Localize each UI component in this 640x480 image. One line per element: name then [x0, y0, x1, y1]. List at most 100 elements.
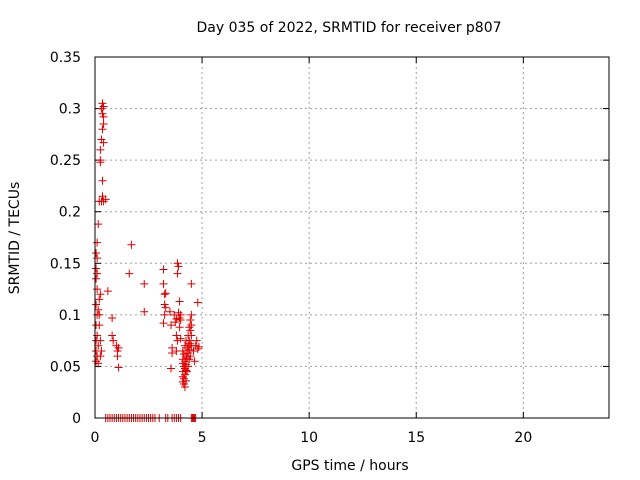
data-point	[174, 308, 183, 317]
data-point	[95, 321, 104, 330]
data-point	[176, 334, 185, 343]
data-point	[183, 343, 192, 352]
data-point	[101, 195, 110, 204]
data-point	[189, 346, 198, 355]
data-point	[92, 357, 101, 366]
y-tick-label: 0.15	[50, 256, 81, 272]
data-point	[174, 262, 183, 271]
data-point	[93, 269, 102, 278]
data-point	[165, 307, 174, 316]
y-tick-label: 0.1	[59, 308, 81, 324]
data-point	[92, 248, 101, 257]
grid-lines	[95, 57, 609, 418]
x-tick-label: 10	[300, 430, 318, 446]
data-point	[176, 316, 185, 325]
data-point	[92, 274, 101, 283]
x-tick-label: 20	[514, 430, 532, 446]
data-point	[184, 362, 193, 371]
data-point	[160, 290, 169, 299]
data-point	[175, 297, 184, 306]
data-point	[93, 331, 102, 340]
data-point	[172, 314, 181, 323]
x-axis-label: GPS time / hours	[291, 458, 408, 474]
data-point	[140, 279, 149, 288]
data-point	[92, 264, 101, 273]
data-point	[99, 112, 108, 121]
data-point	[94, 305, 103, 314]
data-point	[183, 367, 192, 376]
x-tick-label: 0	[91, 430, 100, 446]
data-point	[96, 290, 105, 299]
data-point	[95, 295, 104, 304]
x-tick-label: 15	[407, 430, 425, 446]
data-point	[97, 346, 106, 355]
data-point	[103, 287, 112, 296]
data-point	[159, 265, 168, 274]
data-point	[193, 344, 202, 353]
data-point	[194, 342, 203, 351]
data-point	[98, 125, 107, 134]
y-tick-label: 0.3	[59, 102, 81, 118]
y-tick-label: 0.2	[59, 205, 81, 221]
y-axis-label: SRMTID / TECUs	[7, 182, 23, 295]
data-point	[114, 363, 123, 372]
data-point	[159, 319, 168, 328]
data-point	[97, 104, 106, 113]
data-point	[182, 366, 191, 375]
data-point	[96, 352, 105, 361]
data-point	[108, 313, 117, 322]
y-tick-label: 0.35	[50, 50, 81, 66]
data-point	[168, 349, 177, 358]
data-point	[161, 303, 170, 312]
data-point	[99, 102, 108, 111]
data-point	[186, 352, 195, 361]
data-point	[93, 254, 102, 263]
data-point	[93, 238, 102, 247]
data-point	[173, 269, 182, 278]
data-point	[192, 336, 201, 345]
x-tick-labels: 0 5 10 15 20	[91, 430, 533, 446]
x-tick-label: 5	[198, 430, 207, 446]
y-tick-label: 0	[72, 411, 81, 427]
data-point	[96, 145, 105, 154]
data-point	[187, 331, 196, 340]
data-point	[160, 310, 169, 319]
data-point	[190, 357, 199, 366]
y-tick-labels: 0 0.05 0.1 0.15 0.2 0.25 0.3 0.35	[50, 50, 81, 427]
data-point	[187, 321, 196, 330]
data-point	[182, 376, 191, 385]
data-point	[173, 336, 182, 345]
data-point	[179, 350, 188, 359]
data-point	[127, 240, 136, 249]
data-point	[92, 300, 101, 309]
data-points	[92, 99, 203, 422]
data-point	[187, 279, 196, 288]
data-point	[185, 345, 194, 354]
data-point	[94, 341, 103, 350]
data-point	[159, 279, 168, 288]
data-point	[108, 331, 117, 340]
data-point	[161, 289, 170, 298]
data-point	[99, 138, 108, 147]
data-point	[114, 343, 123, 352]
data-point	[186, 326, 195, 335]
data-point	[93, 285, 102, 294]
axis-ticks	[94, 56, 609, 419]
data-point	[96, 158, 105, 167]
data-point	[98, 176, 107, 185]
data-point	[113, 352, 122, 361]
data-point	[193, 298, 202, 307]
data-point	[140, 307, 149, 316]
y-tick-label: 0.25	[50, 153, 81, 169]
data-point	[183, 354, 192, 363]
data-point	[96, 336, 105, 345]
data-point	[187, 310, 196, 319]
data-point	[94, 359, 103, 368]
data-point	[125, 269, 134, 278]
data-point	[175, 323, 184, 332]
data-point	[94, 220, 103, 229]
data-point	[186, 339, 195, 348]
plot-frame	[94, 56, 610, 419]
data-point	[109, 336, 118, 345]
